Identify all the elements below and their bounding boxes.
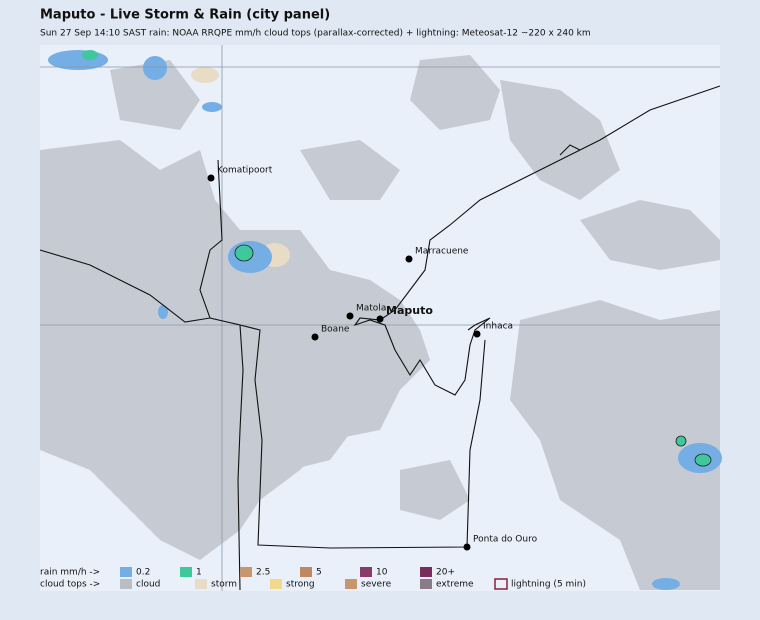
legend-label: 5 bbox=[316, 568, 322, 578]
legend-swatch bbox=[180, 567, 192, 577]
legend-label: strong bbox=[286, 580, 315, 590]
rain-cell bbox=[202, 102, 222, 112]
title: Maputo - Live Storm & Rain (city panel) bbox=[40, 8, 330, 23]
city-label: Matola bbox=[356, 304, 386, 314]
legend-swatch bbox=[120, 567, 132, 577]
legend-swatch bbox=[270, 579, 282, 589]
city-label: Boane bbox=[321, 325, 350, 335]
cloud-area bbox=[510, 300, 720, 590]
rain-cell bbox=[234, 244, 254, 262]
legend-label: 1 bbox=[196, 568, 202, 578]
cloud-area bbox=[580, 200, 720, 270]
legend-swatch bbox=[345, 579, 357, 589]
cloud-area bbox=[240, 320, 360, 470]
rain-cell bbox=[158, 305, 168, 319]
legend-swatch bbox=[240, 567, 252, 577]
city-label: Inhaca bbox=[483, 322, 513, 332]
rain-cell bbox=[694, 453, 712, 467]
storm-area bbox=[191, 67, 219, 83]
legend-heading: rain mm/h -> bbox=[40, 568, 100, 578]
legend-label: storm bbox=[211, 580, 237, 590]
city-dot bbox=[207, 174, 215, 182]
cloud-area bbox=[300, 140, 400, 200]
legend-label: lightning (5 min) bbox=[511, 580, 586, 590]
legend-label: severe bbox=[361, 580, 392, 590]
city-label: Marracuene bbox=[415, 247, 469, 257]
city-label: Ponta do Ouro bbox=[473, 535, 538, 545]
legend-label: extreme bbox=[436, 580, 474, 590]
places: Komatipoort Marracuene Matola Maputo Boane In… bbox=[207, 166, 538, 551]
city-dot bbox=[311, 333, 319, 341]
city-dot bbox=[405, 255, 413, 263]
border bbox=[239, 324, 486, 549]
legend-label: cloud bbox=[136, 580, 160, 590]
legend-heading: cloud tops -> bbox=[40, 580, 100, 590]
cloud-area bbox=[500, 80, 620, 200]
subtitle: Sun 27 Sep 14:10 SAST rain: NOAA RRQPE m… bbox=[40, 29, 591, 39]
legend-label: 0.2 bbox=[136, 568, 150, 578]
border bbox=[39, 249, 211, 323]
legend-swatch bbox=[120, 579, 132, 589]
rain-cell bbox=[652, 578, 680, 590]
legend-swatch bbox=[300, 567, 312, 577]
rain-cell bbox=[82, 50, 98, 60]
legend-swatch bbox=[360, 567, 372, 577]
city-dot bbox=[473, 330, 481, 338]
legend-label: 2.5 bbox=[256, 568, 270, 578]
legend: rain mm/h -> 0.2 1 2.5 5 10 20+ cloud tops -> cl… bbox=[40, 567, 586, 590]
city-label: Maputo bbox=[386, 304, 433, 317]
rain-cell bbox=[143, 56, 167, 80]
coastline bbox=[353, 85, 721, 396]
cloud-area bbox=[40, 140, 430, 560]
coastline bbox=[559, 144, 581, 156]
city-dot bbox=[346, 312, 354, 320]
legend-swatch bbox=[195, 579, 207, 589]
legend-label: 20+ bbox=[436, 568, 455, 578]
legend-swatch bbox=[420, 579, 432, 589]
cloud-area bbox=[400, 460, 470, 520]
cloud-area bbox=[410, 55, 500, 130]
legend-label: 10 bbox=[376, 568, 388, 578]
city-label: Komatipoort bbox=[217, 166, 273, 176]
cloud-area bbox=[110, 60, 200, 130]
city-dot bbox=[463, 543, 471, 551]
legend-swatch bbox=[420, 567, 432, 577]
rain-cell bbox=[675, 435, 687, 447]
city-dot bbox=[376, 315, 384, 323]
legend-swatch bbox=[494, 578, 508, 590]
